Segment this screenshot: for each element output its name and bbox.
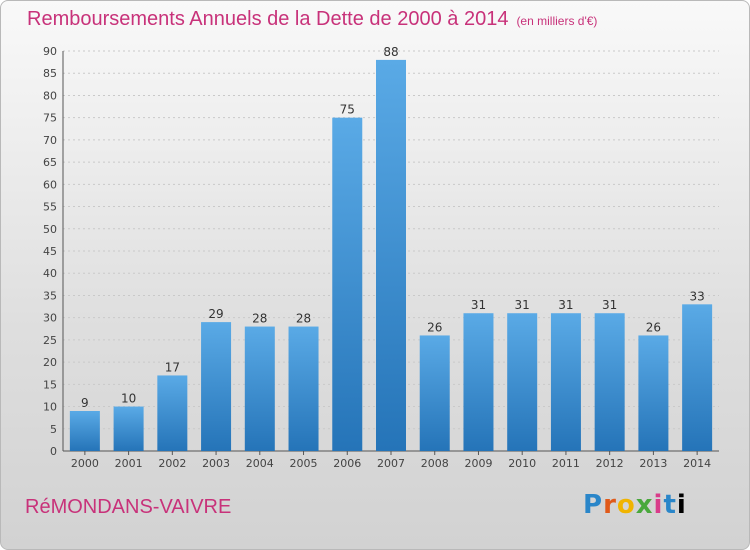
value-label-2009: 31	[471, 298, 486, 312]
bar-2007	[376, 59, 406, 452]
bar-2001	[113, 406, 144, 451]
y-tick-label: 50	[43, 223, 57, 236]
x-tick-label-2004: 2004	[246, 457, 274, 470]
y-tick-label: 30	[43, 312, 57, 325]
bar-2013	[638, 335, 669, 451]
y-tick-label: 40	[43, 267, 57, 280]
x-tick-label-2003: 2003	[202, 457, 230, 470]
x-tick-labels: 2000 2001 2002 2003 2004 2005 2006 2007 2008 2009…	[71, 457, 711, 470]
x-tick-label-2005: 2005	[290, 457, 318, 470]
chart-subtitle: (en milliers d'€)	[516, 14, 598, 28]
y-tick-label: 90	[43, 45, 57, 58]
y-tick-label: 70	[43, 134, 57, 147]
value-label-2011: 31	[558, 298, 573, 312]
x-tick-label-2007: 2007	[377, 457, 405, 470]
value-label-2005: 28	[296, 312, 311, 326]
x-tick-label-2009: 2009	[464, 457, 492, 470]
bar-2009	[463, 313, 494, 451]
bar-2008	[419, 335, 450, 451]
y-tick-label: 25	[43, 334, 57, 347]
bar-2010	[507, 313, 538, 451]
value-labels: 9 10 17 29 28 28 75 88 26 31 31 31 31 26 33	[81, 45, 705, 410]
value-label-2003: 29	[208, 307, 223, 321]
x-tick-label-2013: 2013	[639, 457, 667, 470]
value-label-2001: 10	[121, 392, 136, 406]
bars	[69, 59, 713, 452]
y-tick-label: 5	[50, 423, 57, 436]
y-tick-label: 75	[43, 112, 57, 125]
chart-title: Remboursements Annuels de la Dette de 20…	[27, 8, 597, 31]
proxiti-logo[interactable]: Proxiti	[583, 490, 687, 520]
value-label-2002: 17	[165, 360, 180, 374]
x-tick-label-2002: 2002	[158, 457, 186, 470]
x-tick-label-2010: 2010	[508, 457, 536, 470]
y-tick-label: 15	[43, 378, 57, 391]
bar-2012	[594, 313, 625, 451]
town-name: RéMONDANS-VAIVRE	[25, 496, 232, 518]
y-tick-label: 85	[43, 67, 57, 80]
x-tick-label-2001: 2001	[115, 457, 143, 470]
bar-2005	[288, 326, 319, 451]
value-label-2012: 31	[602, 298, 617, 312]
bar-2003	[201, 322, 232, 451]
value-label-2008: 26	[427, 320, 442, 334]
y-tick-label: 60	[43, 178, 57, 191]
x-tick-label-2012: 2012	[596, 457, 624, 470]
y-tick-label: 55	[43, 201, 57, 214]
y-tick-label: 0	[50, 445, 57, 458]
bar-2002	[157, 375, 188, 451]
x-tick-label-2011: 2011	[552, 457, 580, 470]
value-label-2006: 75	[340, 103, 355, 117]
x-tick-label-2014: 2014	[683, 457, 711, 470]
bar-2011	[550, 313, 581, 451]
y-tick-label: 10	[43, 401, 57, 414]
value-label-2007: 88	[383, 45, 398, 59]
y-tick-label: 20	[43, 356, 57, 369]
y-tick-label: 45	[43, 245, 57, 258]
value-label-2004: 28	[252, 312, 267, 326]
bar-2004	[244, 326, 275, 451]
y-tick-label: 35	[43, 289, 57, 302]
value-label-2010: 31	[515, 298, 530, 312]
x-tick-label-2000: 2000	[71, 457, 99, 470]
chart-title-text: Remboursements Annuels de la Dette de 20…	[27, 8, 509, 30]
y-tick-label: 80	[43, 89, 57, 102]
bar-2000	[69, 411, 100, 451]
value-label-2013: 26	[646, 320, 661, 334]
y-tick-labels: 0 5 10 15 20 25 30 35 40 45 50 55 60 65 70 75 80 85 90	[43, 45, 57, 458]
value-label-2000: 9	[81, 396, 89, 410]
bar-2006	[332, 117, 363, 452]
x-tick-label-2006: 2006	[333, 457, 361, 470]
y-tick-label: 65	[43, 156, 57, 169]
bar-2014	[682, 304, 713, 451]
x-tick-label-2008: 2008	[421, 457, 449, 470]
value-label-2014: 33	[689, 289, 704, 303]
